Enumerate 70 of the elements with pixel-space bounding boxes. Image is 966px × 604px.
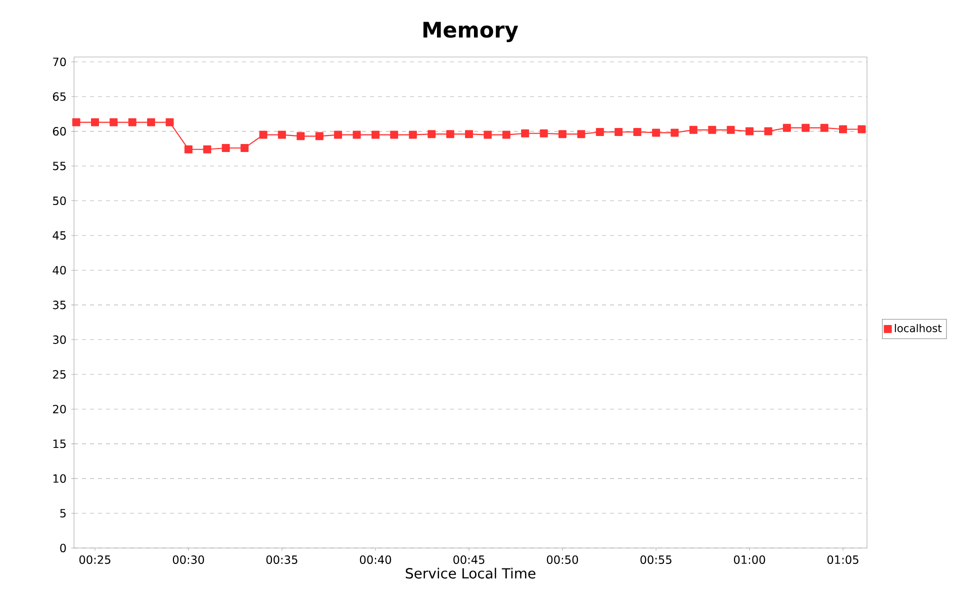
point bbox=[90, 118, 99, 126]
y-tick-label: 20 bbox=[53, 404, 66, 414]
point bbox=[633, 128, 642, 136]
point bbox=[72, 118, 80, 126]
point bbox=[521, 129, 530, 138]
x-tick-label: 00:55 bbox=[640, 555, 672, 564]
y-tick-label: 60 bbox=[53, 127, 66, 136]
x-tick-label: 00:45 bbox=[453, 555, 484, 564]
y-tick-label: 5 bbox=[60, 509, 66, 518]
y-tick-label: 10 bbox=[53, 474, 66, 483]
point bbox=[764, 127, 772, 136]
x-tick-label: 00:30 bbox=[172, 555, 204, 564]
point bbox=[782, 124, 791, 132]
point bbox=[128, 118, 136, 126]
point bbox=[726, 126, 735, 134]
point bbox=[746, 127, 754, 136]
point bbox=[259, 130, 268, 139]
y-tick-label: 70 bbox=[53, 58, 66, 66]
y-tick-label: 25 bbox=[53, 370, 66, 379]
point bbox=[670, 128, 679, 137]
point bbox=[484, 130, 492, 139]
point bbox=[184, 145, 192, 154]
x-tick-label: 00:25 bbox=[79, 555, 110, 564]
point bbox=[858, 125, 866, 134]
x-tick-label: 01:05 bbox=[827, 555, 858, 564]
point bbox=[147, 118, 156, 126]
x-tick-label: 00:50 bbox=[546, 555, 578, 564]
point bbox=[820, 124, 828, 132]
point bbox=[203, 145, 212, 154]
point bbox=[464, 130, 473, 138]
point bbox=[428, 130, 436, 138]
point bbox=[315, 132, 324, 140]
legend-label: localhost bbox=[894, 324, 942, 332]
point bbox=[540, 129, 548, 138]
point bbox=[838, 125, 847, 134]
point bbox=[689, 126, 698, 134]
x-axis-title: Service Local Time bbox=[406, 568, 536, 579]
y-tick-label: 15 bbox=[53, 440, 66, 448]
point bbox=[166, 118, 174, 126]
y-tick-label: 65 bbox=[53, 92, 66, 101]
y-tick-label: 30 bbox=[53, 335, 66, 344]
point bbox=[652, 128, 660, 137]
point bbox=[240, 144, 249, 152]
x-tick-label: 00:40 bbox=[360, 555, 392, 564]
x-tick-label: 00:35 bbox=[266, 555, 298, 564]
point bbox=[614, 128, 623, 136]
y-tick-label: 45 bbox=[52, 231, 66, 240]
y-tick-label: 40 bbox=[52, 266, 66, 274]
y-tick-label: 55 bbox=[53, 162, 66, 170]
y-tick-label: 50 bbox=[53, 196, 66, 206]
y-tick-label: 0 bbox=[60, 544, 66, 552]
point bbox=[558, 130, 566, 138]
point bbox=[577, 130, 586, 138]
point bbox=[446, 130, 454, 138]
y-tick-label: 35 bbox=[53, 300, 66, 310]
point bbox=[408, 130, 417, 139]
point bbox=[296, 132, 305, 140]
point bbox=[596, 128, 604, 136]
point bbox=[110, 118, 118, 126]
point bbox=[708, 126, 716, 134]
point bbox=[278, 130, 286, 139]
point bbox=[352, 130, 361, 139]
point bbox=[390, 130, 398, 139]
point bbox=[802, 124, 810, 132]
point bbox=[334, 130, 342, 139]
point bbox=[502, 130, 510, 139]
point bbox=[222, 144, 230, 152]
point bbox=[372, 130, 380, 139]
chart-title: Memory bbox=[423, 22, 518, 42]
x-tick-label: 01:00 bbox=[734, 555, 766, 564]
